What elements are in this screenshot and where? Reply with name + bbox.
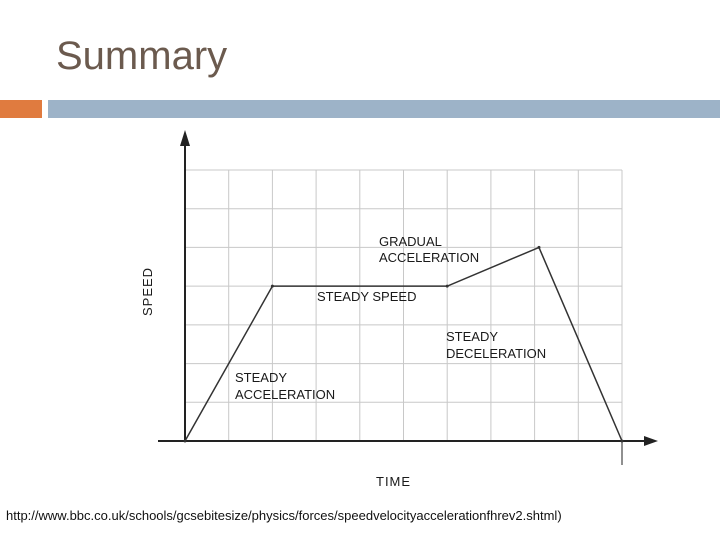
- annotation-gradual-acceleration-line2: ACCELERATION: [379, 250, 479, 265]
- annotation-steady-deceleration-line1: STEADY: [446, 329, 498, 344]
- data-point: [445, 284, 449, 288]
- annotation-steady-acceleration-line2: ACCELERATION: [235, 387, 335, 402]
- annotation-gradual-acceleration-line1: GRADUAL: [379, 234, 442, 249]
- y-axis-arrow: [180, 130, 190, 146]
- accent-bar-right: [48, 100, 720, 118]
- data-point: [270, 284, 274, 288]
- annotation-steady-deceleration-line2: DECELERATION: [446, 346, 546, 361]
- x-axis-label: TIME: [376, 474, 411, 489]
- annotation-steady-acceleration-line1: STEADY: [235, 370, 287, 385]
- y-axis-label: SPEED: [140, 267, 155, 316]
- annotation-steady-speed: STEADY SPEED: [317, 289, 416, 304]
- x-axis-arrow: [644, 436, 658, 446]
- data-point: [183, 439, 187, 443]
- source-url: http://www.bbc.co.uk/schools/gcsebitesiz…: [6, 508, 562, 523]
- accent-bar-left: [0, 100, 42, 118]
- chart-points: [183, 245, 624, 443]
- chart-axes: [158, 130, 658, 465]
- data-point: [620, 439, 624, 443]
- data-point: [537, 245, 541, 249]
- slide-title: Summary: [56, 34, 228, 78]
